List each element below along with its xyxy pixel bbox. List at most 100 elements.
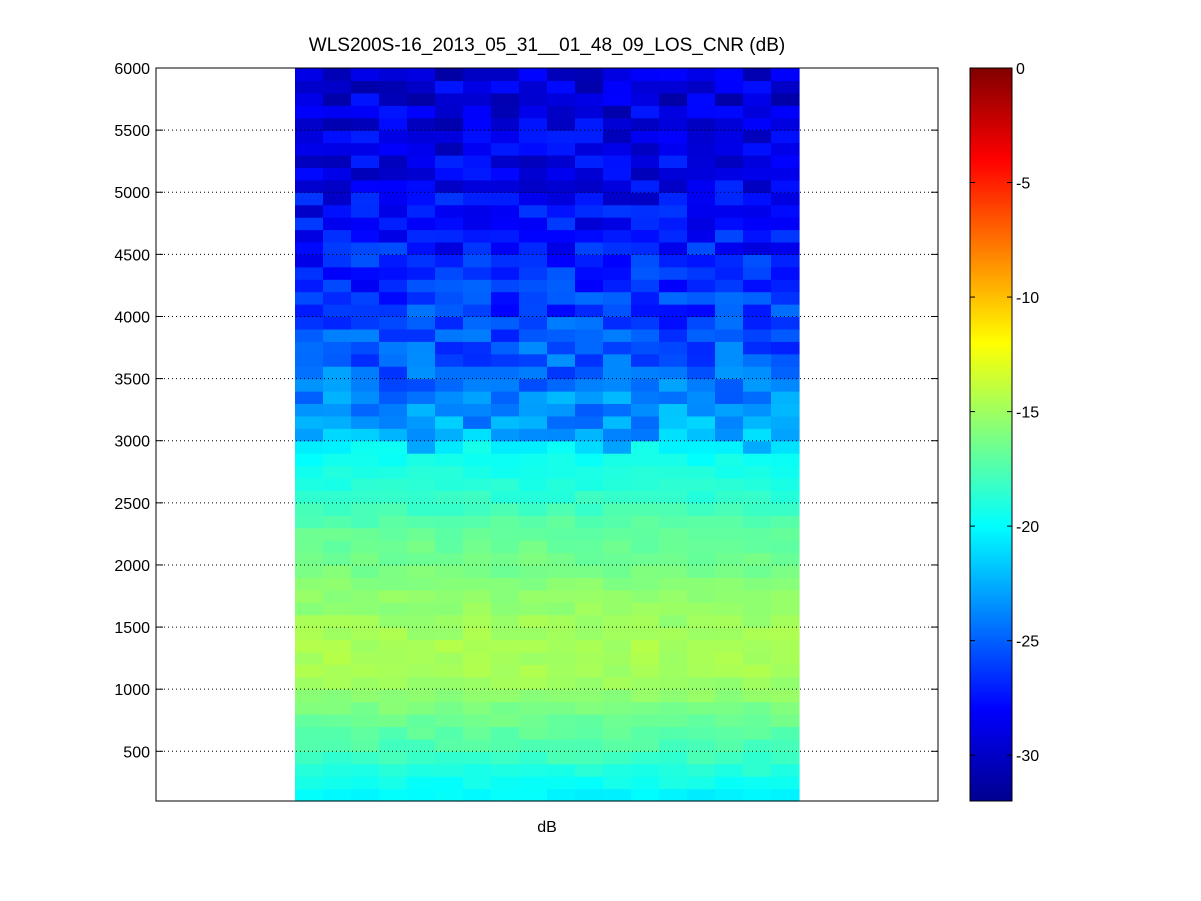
heatmap-cell (519, 229, 548, 243)
heatmap-cell (715, 117, 744, 131)
heatmap-cell (491, 130, 520, 144)
heatmap-cell (575, 440, 604, 454)
heatmap-cell (323, 788, 352, 802)
heatmap-cell (575, 179, 604, 193)
heatmap-cell (659, 776, 688, 790)
heatmap-cell (547, 217, 576, 231)
heatmap-cell (519, 403, 548, 417)
heatmap-cell (631, 651, 660, 665)
heatmap-cell (463, 217, 492, 231)
heatmap-cell (715, 304, 744, 318)
heatmap-cell (743, 651, 772, 665)
heatmap-cell (351, 179, 380, 193)
heatmap-cell (519, 564, 548, 578)
heatmap-cell (687, 577, 716, 591)
heatmap-cell (435, 577, 464, 591)
heatmap-cell (687, 130, 716, 144)
heatmap-cell (491, 117, 520, 131)
heatmap-cell (743, 204, 772, 218)
heatmap-cell (743, 341, 772, 355)
heatmap-cell (491, 614, 520, 628)
heatmap-cell (463, 341, 492, 355)
heatmap-cell (407, 167, 436, 181)
heatmap-cell (575, 515, 604, 529)
heatmap-cell (547, 229, 576, 243)
heatmap-cell (631, 415, 660, 429)
heatmap-cell (351, 167, 380, 181)
heatmap-cell (715, 540, 744, 554)
heatmap-cell (519, 788, 548, 802)
heatmap-cell (743, 353, 772, 367)
heatmap-cell (659, 254, 688, 268)
heatmap-cell (323, 192, 352, 206)
heatmap-cell (603, 776, 632, 790)
heatmap-cell (351, 316, 380, 330)
heatmap-cell (295, 130, 324, 144)
heatmap-cell (771, 701, 800, 715)
heatmap-cell (687, 440, 716, 454)
heatmap-cell (463, 179, 492, 193)
heatmap-cell (351, 229, 380, 243)
colorbar-tick-label: -5 (1016, 176, 1030, 193)
heatmap-cell (547, 776, 576, 790)
heatmap-cell (659, 577, 688, 591)
heatmap-cell (631, 353, 660, 367)
heatmap-cell (631, 217, 660, 231)
heatmap-cell (519, 117, 548, 131)
heatmap-cell (519, 80, 548, 94)
heatmap-cell (687, 465, 716, 479)
heatmap-cell (463, 540, 492, 554)
heatmap-cell (435, 154, 464, 168)
heatmap-cell (659, 353, 688, 367)
heatmap-cell (463, 577, 492, 591)
heatmap-cell (659, 664, 688, 678)
heatmap-cell (379, 440, 408, 454)
heatmap-cell (323, 266, 352, 280)
heatmap-cell (631, 465, 660, 479)
heatmap-cell (631, 664, 660, 678)
heatmap-cell (743, 154, 772, 168)
heatmap-cell (491, 229, 520, 243)
heatmap-cell (715, 341, 744, 355)
heatmap-cell (631, 788, 660, 802)
heatmap-cell (715, 279, 744, 293)
heatmap-cell (407, 465, 436, 479)
heatmap-cell (435, 589, 464, 603)
heatmap-cell (771, 465, 800, 479)
heatmap-cell (603, 701, 632, 715)
heatmap-cell (659, 179, 688, 193)
heatmap-cell (295, 279, 324, 293)
heatmap-cell (687, 105, 716, 119)
heatmap-cell (687, 167, 716, 181)
heatmap-cell (491, 639, 520, 653)
heatmap-cell (491, 651, 520, 665)
heatmap-cell (715, 403, 744, 417)
heatmap-cell (519, 391, 548, 405)
heatmap-cell (771, 577, 800, 591)
heatmap-cell (603, 589, 632, 603)
heatmap-cell (743, 192, 772, 206)
heatmap-cell (771, 366, 800, 380)
heatmap-cell (547, 304, 576, 318)
heatmap-cell (519, 204, 548, 218)
heatmap-cell (407, 788, 436, 802)
heatmap-cell (407, 639, 436, 653)
heatmap-cell (687, 92, 716, 106)
heatmap-cell (351, 564, 380, 578)
heatmap-cell (351, 788, 380, 802)
heatmap-cell (435, 515, 464, 529)
heatmap-cell (519, 726, 548, 740)
heatmap-cell (351, 92, 380, 106)
heatmap-cell (323, 651, 352, 665)
heatmap-cell (379, 651, 408, 665)
heatmap-cell (463, 154, 492, 168)
heatmap-cell (631, 527, 660, 541)
heatmap-cell (575, 751, 604, 765)
heatmap-cell (575, 651, 604, 665)
heatmap-cell (631, 154, 660, 168)
heatmap-cell (715, 80, 744, 94)
heatmap-cell (603, 92, 632, 106)
heatmap-cell (407, 192, 436, 206)
heatmap-cell (631, 577, 660, 591)
heatmap-cell (603, 229, 632, 243)
